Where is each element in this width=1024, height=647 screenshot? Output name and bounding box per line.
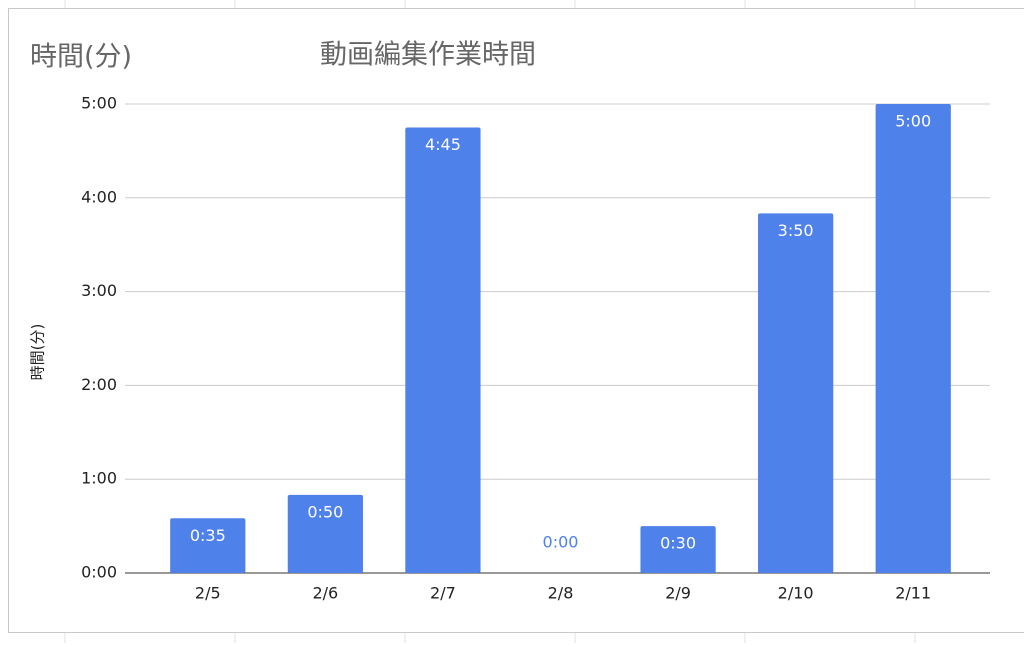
x-tick-label: 2/10 [778,584,814,603]
data-label: 3:50 [778,221,814,240]
x-tick-label: 2/8 [548,584,574,603]
y-tick-label: 3:00 [81,281,117,300]
bar [405,127,480,573]
y-axis-title: 時間(分) [29,324,47,381]
y-tick-label: 5:00 [81,94,117,113]
data-label: 0:50 [307,502,343,521]
y-tick-label: 2:00 [81,375,117,394]
x-tick-label: 2/6 [312,584,338,603]
bar [758,213,833,573]
data-label: 0:30 [660,534,696,553]
chart-frame [9,9,1024,633]
x-tick-label: 2/11 [895,584,931,603]
bar [876,104,951,573]
data-label: 4:45 [425,135,461,154]
corner-label: 時間(分) [30,42,132,73]
data-label: 0:35 [190,526,226,545]
x-tick-label: 2/7 [430,584,456,603]
x-tick-label: 2/5 [195,584,221,603]
y-tick-label: 1:00 [81,469,117,488]
data-label: 0:00 [543,533,579,552]
y-tick-label: 4:00 [81,187,117,206]
chart-title: 動画編集作業時間 [320,40,536,71]
y-tick-label: 0:00 [81,563,117,582]
data-label: 5:00 [895,112,931,131]
x-tick-label: 2/9 [665,584,691,603]
